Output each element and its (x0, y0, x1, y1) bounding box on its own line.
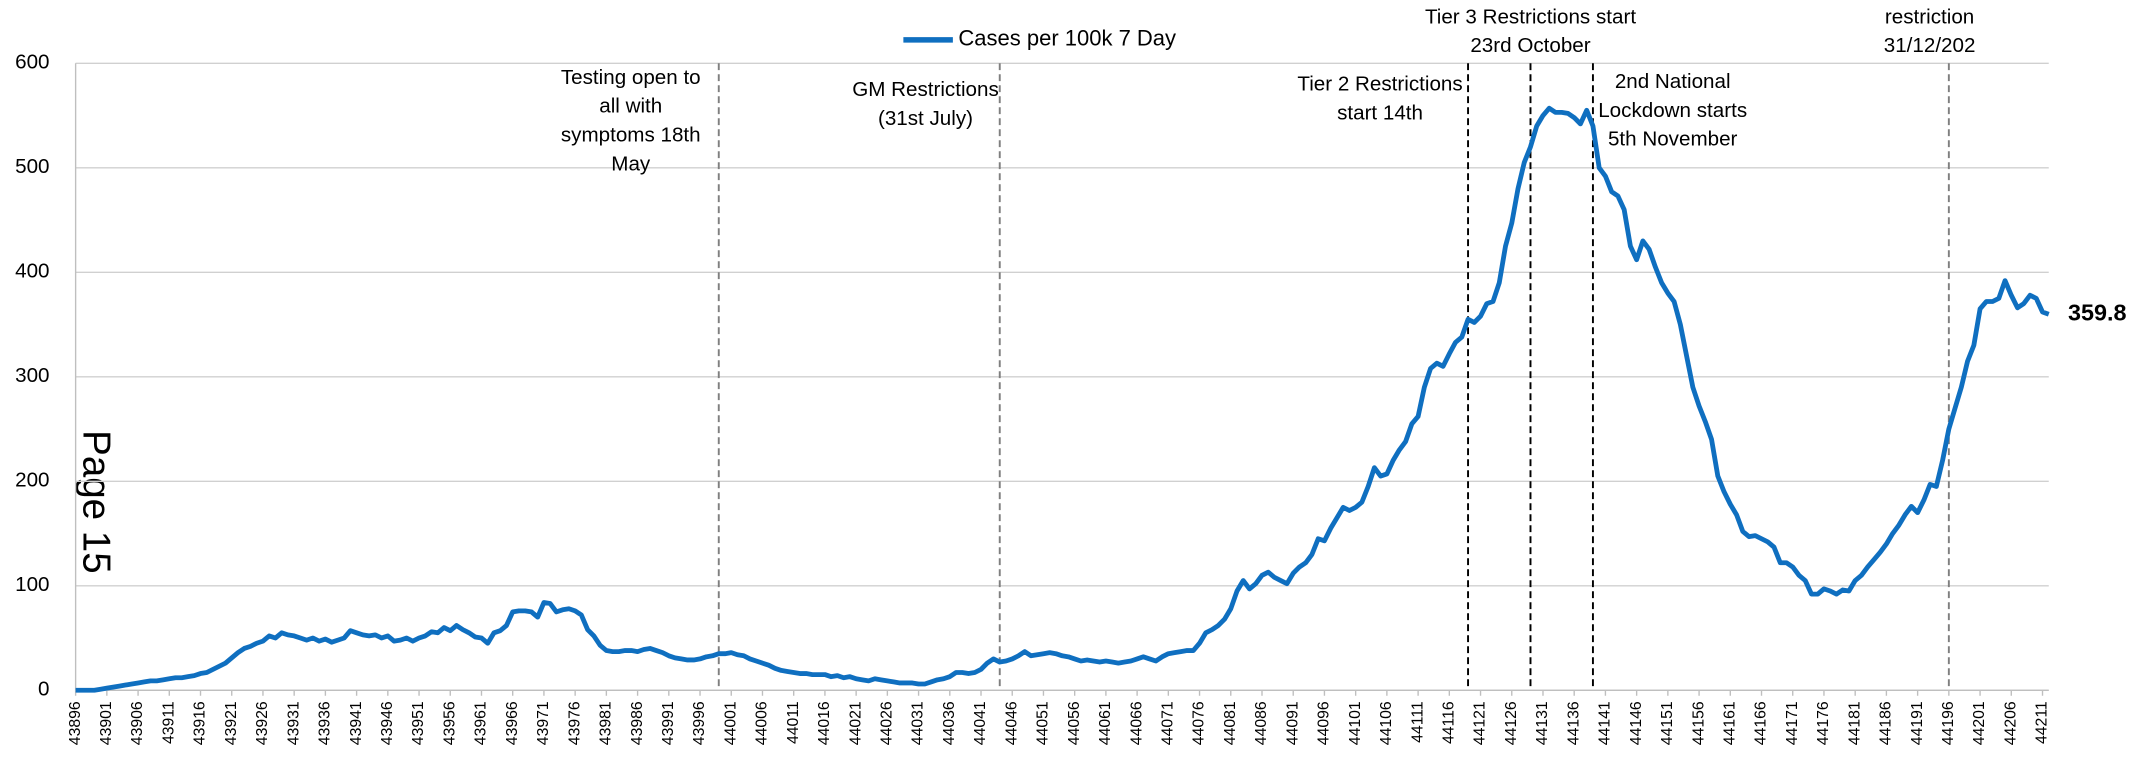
x-tick-label: 43981 (598, 701, 615, 745)
x-tick-label: 44016 (816, 701, 833, 745)
annotation-text: all with (599, 95, 662, 118)
x-tick-label: 44031 (910, 701, 927, 745)
annotation-text: 23rd October (1470, 34, 1590, 57)
x-tick-label: 43941 (348, 701, 365, 745)
x-tick-label: 44076 (1191, 701, 1208, 745)
y-tick-label: 500 (15, 155, 49, 178)
x-tick-label: 44151 (1659, 701, 1676, 745)
y-tick-label: 200 (15, 469, 49, 492)
x-tick-label: 44101 (1347, 701, 1364, 745)
annotation-text: May (611, 152, 651, 175)
annotation-text: 5th November (1608, 128, 1738, 151)
x-tick-label: 44156 (1690, 701, 1707, 745)
annotation-text: start 14th (1337, 102, 1423, 125)
x-tick-label: 44176 (1815, 701, 1832, 745)
legend-label: Cases per 100k 7 Day (958, 26, 1176, 51)
x-tick-label: 43956 (441, 701, 458, 745)
x-tick-label: 44026 (879, 701, 896, 745)
x-tick-label: 44141 (1597, 701, 1614, 745)
x-tick-label: 44211 (2034, 701, 2051, 744)
x-tick-label: 44071 (1160, 701, 1177, 745)
x-tick-label: 44096 (1316, 701, 1333, 745)
x-tick-label: 43916 (192, 701, 209, 745)
y-tick-label: 400 (15, 260, 49, 283)
x-tick-label: 44126 (1503, 701, 1520, 745)
x-tick-label: 44116 (1440, 701, 1457, 744)
x-tick-label: 43926 (254, 701, 271, 745)
x-tick-label: 44196 (1940, 701, 1957, 745)
y-tick-label: 0 (38, 678, 49, 701)
annotation-text: Tier 3 Restrictions start (1425, 5, 1636, 28)
x-tick-label: 43936 (317, 701, 334, 745)
x-tick-label: 44166 (1753, 701, 1770, 745)
y-tick-label: 600 (15, 51, 49, 74)
x-tick-label: 44061 (1097, 701, 1114, 745)
x-tick-label: 44191 (1909, 701, 1926, 745)
x-tick-label: 44131 (1534, 701, 1551, 745)
x-tick-label: 43996 (691, 701, 708, 745)
x-tick-label: 43911 (160, 701, 177, 744)
x-tick-label: 44161 (1721, 701, 1738, 745)
x-tick-label: 44201 (1971, 701, 1988, 745)
annotation-text: (31st July) (878, 107, 973, 130)
x-tick-label: 44006 (754, 701, 771, 745)
x-tick-label: 44041 (972, 701, 989, 745)
annotation-text: restriction (1885, 5, 1974, 28)
x-tick-label: 44056 (1066, 701, 1083, 745)
y-tick-label: 100 (15, 573, 49, 596)
x-tick-label: 43986 (629, 701, 646, 745)
x-tick-label: 44046 (1003, 701, 1020, 745)
x-tick-label: 43976 (566, 701, 583, 745)
x-tick-label: 44051 (1035, 701, 1052, 745)
annotation-text: Tier 2 Restrictions (1297, 73, 1462, 96)
annotation-text: 31/12/202 (1884, 34, 1976, 57)
annotation-text: Lockdown starts (1598, 99, 1747, 122)
x-tick-label: 43991 (660, 701, 677, 745)
x-tick-label: 43971 (535, 701, 552, 745)
y-tick-label: 300 (15, 364, 49, 387)
end-value-label: 359.8 (2068, 299, 2126, 325)
x-tick-label: 44091 (1284, 701, 1301, 745)
x-tick-label: 44081 (1222, 701, 1239, 745)
x-tick-label: 44181 (1846, 701, 1863, 745)
x-tick-label: 43946 (379, 701, 396, 745)
x-tick-label: 44146 (1628, 701, 1645, 745)
x-tick-label: 43906 (129, 701, 146, 745)
x-tick-label: 43931 (285, 701, 302, 745)
page-label: Page 15 (74, 430, 117, 573)
x-tick-label: 43921 (223, 701, 240, 745)
x-tick-label: 43961 (473, 701, 490, 745)
x-tick-label: 43966 (504, 701, 521, 745)
annotation-text: symptoms 18th (561, 124, 701, 147)
x-tick-label: 44121 (1472, 701, 1489, 745)
x-tick-label: 44186 (1878, 701, 1895, 745)
x-tick-label: 44001 (722, 701, 739, 745)
x-tick-label: 44021 (847, 701, 864, 745)
series-line (75, 105, 2050, 693)
annotation-text: Testing open to (561, 66, 701, 89)
x-tick-label: 44036 (941, 701, 958, 745)
annotation-text: GM Restrictions (852, 78, 999, 101)
x-tick-label: 44171 (1784, 701, 1801, 745)
x-tick-label: 43896 (67, 701, 84, 745)
x-tick-label: 44011 (785, 701, 802, 744)
x-tick-label: 43901 (98, 701, 115, 745)
x-tick-label: 43951 (410, 701, 427, 745)
x-tick-label: 44111 (1409, 701, 1426, 743)
x-tick-label: 44106 (1378, 701, 1395, 745)
x-tick-label: 44206 (2002, 701, 2019, 745)
x-tick-label: 44066 (1128, 701, 1145, 745)
x-tick-label: 44136 (1565, 701, 1582, 745)
annotation-text: 2nd National (1615, 70, 1731, 93)
x-tick-label: 44086 (1253, 701, 1270, 745)
